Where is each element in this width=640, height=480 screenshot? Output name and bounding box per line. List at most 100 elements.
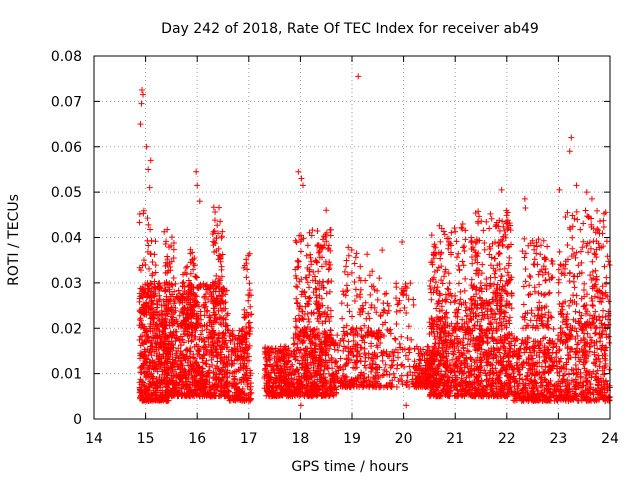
data-point xyxy=(327,326,334,333)
data-point xyxy=(337,355,344,362)
data-point xyxy=(303,382,310,389)
data-point xyxy=(145,242,152,249)
data-point xyxy=(344,271,351,278)
data-point xyxy=(187,290,194,297)
data-point xyxy=(433,378,440,385)
data-point xyxy=(322,231,329,238)
data-point xyxy=(334,332,341,339)
data-point xyxy=(435,340,442,347)
data-point xyxy=(420,371,427,378)
data-point xyxy=(196,353,203,360)
data-point xyxy=(222,390,229,397)
data-point xyxy=(187,381,194,388)
data-point xyxy=(317,378,324,385)
data-point xyxy=(361,370,368,377)
data-point xyxy=(308,374,315,381)
data-point xyxy=(243,392,250,399)
data-point xyxy=(294,340,301,347)
data-point xyxy=(417,357,424,364)
data-point xyxy=(149,357,156,364)
data-point xyxy=(439,314,446,321)
data-point xyxy=(213,346,220,353)
data-point xyxy=(295,333,302,340)
data-point xyxy=(454,374,461,381)
data-point xyxy=(448,320,455,327)
data-point xyxy=(137,267,144,274)
data-point xyxy=(172,354,179,361)
data-point xyxy=(373,309,380,316)
data-point xyxy=(296,349,303,356)
data-point xyxy=(153,384,160,391)
data-point xyxy=(344,287,351,294)
data-point xyxy=(331,346,338,353)
data-point xyxy=(343,263,350,270)
data-point xyxy=(314,387,321,394)
data-point xyxy=(436,351,443,358)
data-point xyxy=(144,215,151,222)
data-point xyxy=(214,222,221,229)
data-point xyxy=(309,355,316,362)
data-point xyxy=(309,339,316,346)
data-point xyxy=(346,308,353,315)
data-point xyxy=(212,392,219,399)
data-point xyxy=(161,318,168,325)
data-point xyxy=(187,304,194,311)
data-point xyxy=(460,345,467,352)
data-point xyxy=(192,325,199,332)
data-point xyxy=(162,396,169,403)
data-point xyxy=(381,291,388,298)
data-point xyxy=(361,322,368,329)
data-point xyxy=(218,266,225,273)
data-point xyxy=(238,333,245,340)
data-point xyxy=(185,378,192,385)
data-point xyxy=(277,357,284,364)
data-point xyxy=(488,215,495,222)
data-point xyxy=(149,362,156,369)
data-point xyxy=(457,360,464,367)
data-point xyxy=(243,362,250,369)
data-point xyxy=(184,263,191,270)
data-point xyxy=(359,302,366,309)
data-point xyxy=(343,288,350,295)
data-point xyxy=(436,380,443,387)
data-point xyxy=(153,350,160,357)
data-point xyxy=(210,327,217,334)
data-point xyxy=(215,329,222,336)
data-point xyxy=(353,250,360,257)
data-point xyxy=(273,359,280,366)
data-point xyxy=(300,355,307,362)
data-point xyxy=(300,333,307,340)
data-point xyxy=(436,298,443,305)
data-point xyxy=(384,300,391,307)
data-point xyxy=(405,356,412,363)
data-point xyxy=(319,236,326,243)
data-point xyxy=(211,317,218,324)
data-point xyxy=(153,366,160,373)
data-point xyxy=(368,365,375,372)
data-point xyxy=(267,375,274,382)
data-point xyxy=(446,280,453,287)
data-point xyxy=(163,238,170,245)
data-point xyxy=(504,244,511,251)
data-point xyxy=(292,237,299,244)
x-axis-label: GPS time / hours xyxy=(291,459,408,475)
data-point xyxy=(381,307,388,314)
data-point xyxy=(216,204,223,211)
data-point xyxy=(290,348,297,355)
data-point xyxy=(166,322,173,329)
data-point xyxy=(184,382,191,389)
data-point xyxy=(445,235,452,242)
data-point xyxy=(368,283,375,290)
data-point xyxy=(432,244,439,251)
data-point xyxy=(491,255,498,262)
data-point xyxy=(452,323,459,330)
data-point xyxy=(362,364,369,371)
data-point xyxy=(156,279,163,286)
data-point xyxy=(357,294,364,301)
data-point xyxy=(333,358,340,365)
data-point xyxy=(302,274,309,281)
data-point xyxy=(379,247,386,254)
data-point xyxy=(139,286,146,293)
data-point xyxy=(292,356,299,363)
data-point xyxy=(151,325,158,332)
